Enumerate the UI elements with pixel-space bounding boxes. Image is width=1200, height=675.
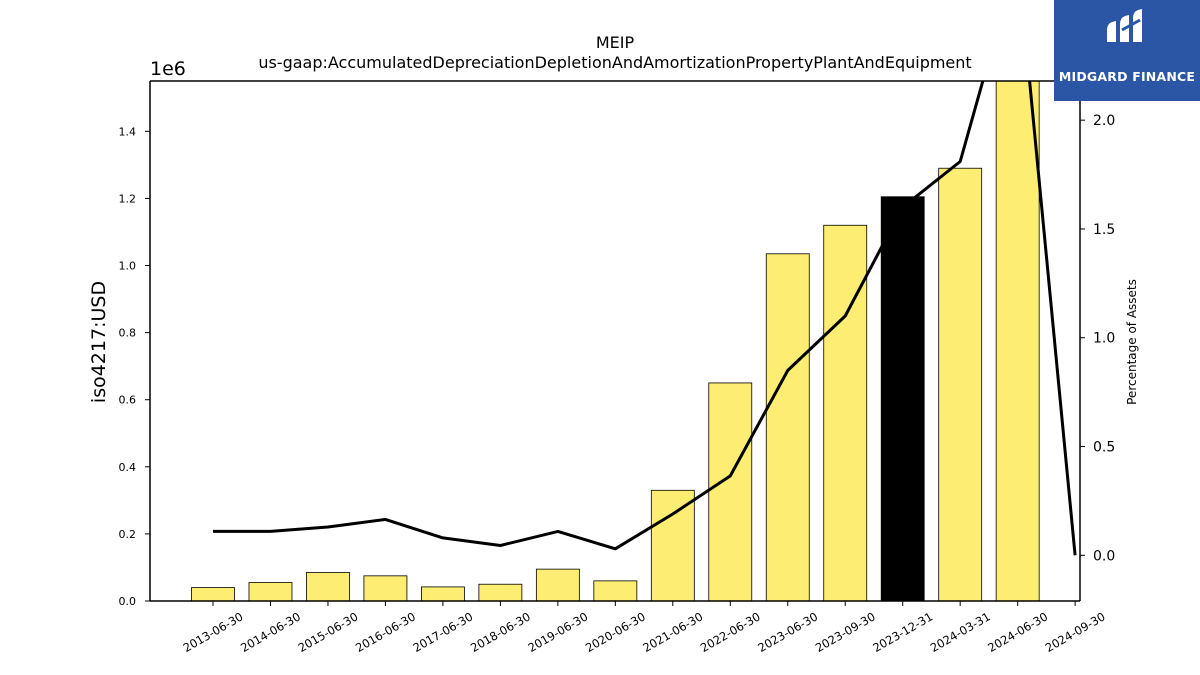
- bar-2022-06-30: [708, 382, 753, 601]
- y2-tick-label: 2.0: [1093, 113, 1115, 129]
- y-multiplier-label: 1e6: [150, 58, 186, 80]
- bar-2017-06-30: [421, 586, 465, 601]
- bar-2016-06-30: [363, 575, 408, 601]
- y-tick-label: 1.4: [119, 125, 137, 138]
- chart-subtitle: us-gaap:AccumulatedDepreciationDepletion…: [258, 53, 971, 72]
- y-tick-label: 0.0: [119, 595, 137, 608]
- x-tick-label: 2018-06-30: [468, 609, 533, 655]
- x-tick-label: 2013-06-30: [181, 609, 246, 655]
- x-tick-label: 2021-06-30: [640, 609, 705, 655]
- y-tick-label: 0.8: [119, 327, 137, 340]
- y-tick-label: 0.4: [119, 461, 137, 474]
- bar-2013-06-30: [191, 587, 235, 601]
- x-tick-label: 2022-06-30: [698, 609, 763, 655]
- x-tick-label: 2020-06-30: [583, 609, 648, 655]
- y-tick-label: 1.0: [119, 260, 137, 273]
- x-tick-label: 2014-06-30: [238, 609, 303, 655]
- logo-icon: [1107, 9, 1142, 42]
- bar-2023-09-30: [823, 224, 868, 601]
- x-tick-label: 2023-06-30: [755, 609, 820, 655]
- bar-2024-06-30: [995, 81, 1040, 601]
- x-tick-label: 2016-06-30: [353, 609, 418, 655]
- bar-2020-06-30: [593, 580, 638, 601]
- chart-title: MEIP: [596, 33, 635, 52]
- y2-axis-label: Percentage of Assets: [1125, 279, 1139, 405]
- bar-2015-06-30: [306, 572, 350, 601]
- line-group: [213, 81, 1077, 556]
- bar-2019-06-30: [535, 568, 580, 601]
- bar-2023-06-30: [765, 253, 810, 601]
- x-tick-label: 2024-09-30: [1043, 609, 1108, 655]
- x-tick-label: 2017-06-30: [411, 609, 476, 655]
- y-axis-label: iso4217:USD: [88, 281, 110, 403]
- x-tick-label: 2024-03-31: [928, 609, 993, 655]
- x-tick-label: 2023-09-30: [813, 609, 878, 655]
- bar-2018-06-30: [478, 583, 523, 601]
- bar-2023-12-31: [880, 196, 925, 601]
- bar-2014-06-30: [248, 582, 293, 601]
- y-tick-label: 1.2: [119, 192, 137, 205]
- line-percentage-of-assets: [213, 81, 1077, 556]
- bars-group: [191, 81, 1040, 601]
- y2-tick-label: 0.5: [1093, 440, 1115, 456]
- x-tick-label: 2023-12-31: [870, 609, 935, 655]
- y2-tick-label: 1.0: [1093, 331, 1115, 347]
- bar-2024-03-31: [938, 167, 983, 601]
- x-tick-label: 2019-06-30: [525, 609, 590, 655]
- bar-2021-06-30: [650, 489, 695, 601]
- brand-logo: MIDGARD FINANCE: [1054, 0, 1200, 101]
- y2-tick-label: 0.0: [1093, 548, 1115, 564]
- y-tick-label: 0.2: [119, 528, 137, 541]
- brand-name: MIDGARD FINANCE: [1058, 69, 1196, 84]
- y2-tick-label: 1.5: [1093, 222, 1115, 238]
- y-tick-label: 0.6: [119, 394, 137, 407]
- x-tick-label: 2015-06-30: [296, 609, 361, 655]
- x-tick-label: 2024-06-30: [985, 609, 1050, 655]
